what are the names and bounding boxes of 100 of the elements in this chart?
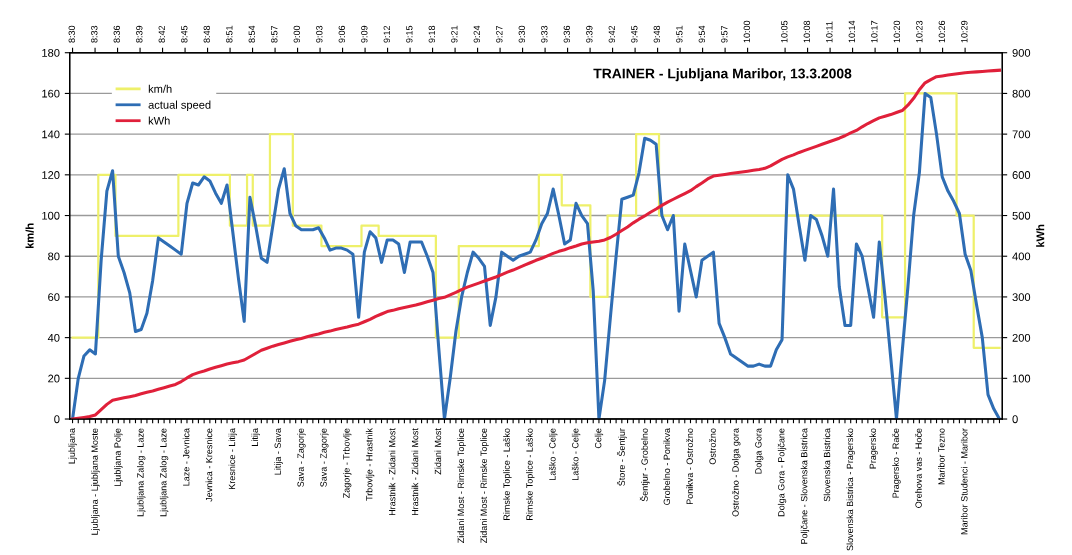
x2-tick-label: 10:29 — [961, 20, 968, 43]
x2-tick-label: 8:30 — [68, 25, 75, 43]
x2-tick-label: 9:06 — [338, 25, 345, 43]
x2-tick-label: 10:14 — [848, 20, 856, 43]
x2-tick-label: 9:54 — [698, 25, 706, 43]
x2-tick-label: 8:39 — [136, 25, 143, 43]
x-tick-label: Trbovlje - Hrastnik — [365, 428, 375, 501]
x-tick-label: Ljubljana - Ljubljana Moste — [91, 428, 100, 535]
x2-tick-label: 9:21 — [451, 25, 458, 43]
y-tick-label: 80 — [48, 252, 60, 261]
x-tick-label: Zidani Most - Rimske Toplice — [480, 428, 489, 543]
y-axis-title: km/h — [25, 223, 34, 249]
x2-tick-label: 9:24 — [473, 25, 481, 43]
y2-axis-title: kWh — [1036, 224, 1045, 247]
x2-tick-label: 8:36 — [113, 25, 120, 43]
x-tick-label: Zagorje - Trbovlje — [342, 428, 352, 499]
x-tick-label: Grobelno - Ponikva — [663, 428, 671, 505]
y-tick-label: 40 — [47, 333, 60, 342]
x2-tick-label: 8:33 — [91, 25, 98, 43]
x2-tick-label: 9:42 — [608, 25, 616, 43]
y2-tick-label: 700 — [1012, 130, 1031, 139]
x-tick-label: Kresnice - Litija — [228, 428, 237, 490]
x2-tick-label: 9:33 — [541, 25, 548, 43]
x-tick-label: Sava - Zagorje — [320, 428, 329, 487]
x2-tick-label: 9:39 — [586, 25, 593, 43]
legend-label: kWh — [148, 116, 170, 125]
y-tick-label: 180 — [42, 48, 60, 57]
x2-tick-label: 8:51 — [226, 25, 233, 43]
y2-tick-label: 400 — [1012, 252, 1031, 261]
y2-tick-label: 300 — [1012, 293, 1031, 302]
y-tick-label: 60 — [48, 293, 60, 302]
x2-tick-label: 9:45 — [631, 25, 638, 43]
x2-tick-label: 9:15 — [406, 25, 413, 43]
y2-tick-label: 600 — [1012, 171, 1031, 179]
legend-label: km/h — [148, 84, 172, 93]
x-tick-label: Hrastnik - Zidani Most — [411, 428, 419, 516]
x2-tick-label: 10:08 — [803, 20, 811, 43]
x-tick-label: Ljubljana Zalog - Laze — [159, 428, 169, 517]
x-tick-label: Ljubljana Polje — [114, 428, 123, 487]
x-tick-label: Ljubljana — [68, 428, 77, 464]
x2-tick-label: 9:03 — [316, 25, 323, 43]
x-tick-label: Laze - Jevnica — [182, 428, 190, 486]
x-tick-label: Dolga Gora — [754, 428, 764, 474]
legend-label: actual speed — [148, 100, 211, 111]
x-tick-label: Ponikva - Ostrožno — [686, 428, 693, 505]
x-tick-label: Slovenska Bistrica - Pragersko — [846, 428, 855, 551]
x2-tick-label: 9:57 — [721, 25, 728, 43]
x-tick-label: Zidani Most - Rimske Toplice — [457, 428, 466, 543]
y-tick-label: 120 — [42, 171, 60, 179]
x2-tick-label: 8:54 — [248, 25, 255, 43]
y-tick-label: 20 — [48, 374, 60, 383]
x-tick-label: Pragersko — [869, 428, 878, 469]
x2-tick-label: 10:05 — [781, 20, 788, 43]
x-tick-label: Rimske Toplice - Laško — [526, 428, 535, 520]
x-tick-label: Litija - Sava — [274, 428, 283, 475]
x-tick-label: Ostrožno — [709, 428, 716, 465]
y-tick-label: 100 — [42, 211, 60, 220]
x-tick-label: Zidani Most — [434, 428, 442, 475]
x-tick-label: Poljčane - Slovenska Bistrica — [800, 428, 810, 544]
x-tick-label: Šentjur - Grobelno — [639, 428, 650, 502]
x2-tick-label: 9:48 — [653, 25, 661, 43]
x2-tick-label: 9:00 — [293, 25, 300, 43]
x2-tick-label: 8:42 — [158, 25, 165, 43]
x-tick-label: Pragersko - Rače — [892, 428, 901, 498]
x2-tick-label: 8:57 — [271, 25, 278, 43]
x2-tick-label: 9:09 — [361, 25, 368, 43]
x-tick-label: Laško - Celje — [571, 428, 581, 480]
x-tick-label: Sava - Zagorje — [297, 428, 306, 487]
x2-tick-label: 10:00 — [743, 20, 751, 43]
x-tick-label: Rimske Toplice - Laško — [503, 428, 512, 520]
y-tick-label: 140 — [42, 130, 60, 139]
y2-tick-label: 800 — [1012, 89, 1031, 98]
x2-tick-label: 9:27 — [496, 25, 503, 43]
x2-tick-label: 8:48 — [203, 25, 210, 43]
y2-tick-label: 200 — [1012, 333, 1031, 342]
y2-tick-label: 900 — [1012, 48, 1031, 57]
x2-tick-label: 8:45 — [181, 25, 188, 43]
x-tick-label: Ostrožno - Dolga gora — [732, 428, 741, 517]
x-tick-label: Laško - Celje — [548, 428, 558, 480]
y-tick-label: 160 — [42, 89, 60, 98]
y2-tick-label: 100 — [1012, 374, 1031, 383]
x-tick-label: Maribor Tezno — [938, 428, 945, 485]
x-tick-label: Maribor Studenci - Maribor — [960, 428, 968, 535]
x-tick-label: Litija — [251, 428, 260, 446]
x2-tick-label: 9:30 — [518, 25, 526, 43]
x2-tick-label: 10:11 — [826, 21, 833, 43]
y2-tick-label: 0 — [1012, 415, 1018, 424]
x2-tick-label: 10:23 — [916, 20, 923, 43]
x-tick-label: Dolga Gora - Poljčane — [777, 428, 787, 517]
x-tick-label: Celje — [594, 428, 604, 449]
y2-tick-label: 500 — [1012, 211, 1031, 220]
x2-tick-label: 10:26 — [938, 20, 946, 43]
x2-tick-label: 9:51 — [676, 25, 683, 43]
x-tick-label: Ljubljana Zalog - Laze — [136, 428, 146, 517]
x2-tick-label: 10:20 — [893, 20, 901, 43]
x2-tick-label: 9:36 — [563, 25, 571, 43]
x2-tick-label: 10:17 — [871, 20, 878, 43]
x2-tick-label: 9:18 — [428, 25, 436, 43]
x-tick-label: Štore - Šentjur — [616, 428, 627, 486]
x-tick-label: Orehova vas - Hoče — [915, 428, 922, 508]
